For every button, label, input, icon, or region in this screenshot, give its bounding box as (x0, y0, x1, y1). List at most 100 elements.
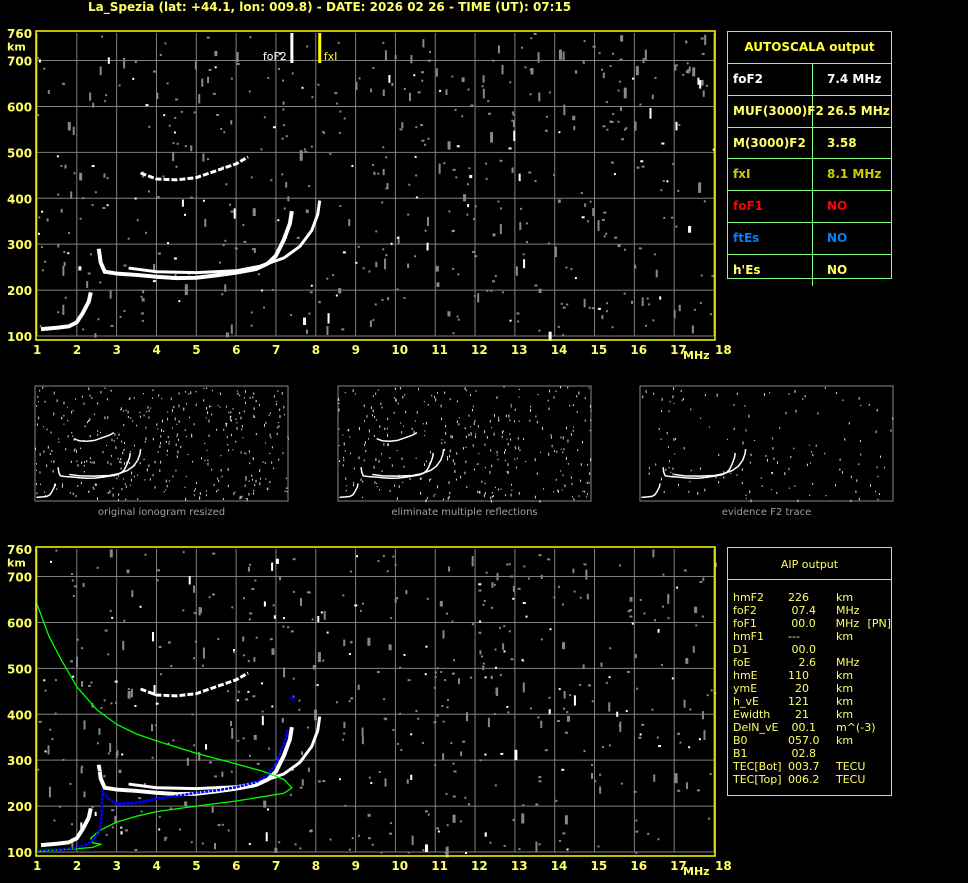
noise-dot (242, 737, 245, 740)
noise-dot (505, 414, 507, 418)
noise-dot (189, 416, 191, 419)
noise-dot (487, 100, 490, 103)
noise-dot (437, 830, 440, 833)
noise-dot (169, 807, 172, 810)
plot-area: ++ (35, 546, 717, 858)
noise-dot (411, 427, 413, 430)
noise-dot (548, 709, 551, 715)
noise-dot (452, 814, 456, 823)
noise-dot (583, 298, 586, 308)
noise-dot (221, 823, 224, 826)
noise-dot (81, 647, 84, 650)
noise-dot (372, 66, 375, 69)
noise-dot (239, 394, 241, 397)
x-tick-label: 18 (715, 343, 732, 357)
noise-dot (484, 753, 487, 756)
noise-dot (123, 57, 126, 69)
noise-dot (496, 573, 499, 581)
noise-dot (124, 483, 126, 485)
noise-dot (471, 623, 474, 626)
noise-dot (403, 297, 406, 300)
noise-dot (625, 710, 628, 713)
noise-dot (39, 389, 41, 392)
noise-dot (83, 791, 86, 798)
noise-dot (400, 748, 403, 751)
noise-dot (817, 412, 819, 415)
noise-dot (461, 115, 464, 118)
noise-dot (277, 390, 279, 392)
noise-dot (353, 467, 355, 470)
noise-dot (387, 297, 390, 301)
noise-dot (192, 460, 194, 463)
noise-dot (410, 54, 413, 64)
noise-dot (683, 699, 686, 708)
noise-dot (583, 40, 586, 43)
noise-dot (492, 59, 495, 62)
noise-dot (160, 460, 162, 464)
noise-dot (477, 463, 479, 465)
noise-dot (716, 393, 718, 397)
noise-dot (686, 62, 689, 65)
noise-dot (140, 295, 143, 298)
noise-dot (72, 492, 74, 496)
noise-dot (57, 243, 60, 248)
noise-dot (306, 591, 310, 594)
noise-dot (81, 765, 84, 768)
noise-dot (439, 89, 442, 92)
noise-dot (458, 417, 460, 419)
noise-dot (231, 419, 233, 422)
noise-dot (244, 452, 246, 454)
y-tick-label: 200 (7, 284, 32, 298)
noise-dot (222, 244, 225, 247)
noise-dot (502, 643, 505, 650)
noise-dot (560, 436, 562, 439)
noise-dot (458, 423, 460, 426)
aip-cell: hmE (733, 669, 758, 682)
noise-dot (150, 407, 152, 409)
noise-dot (363, 459, 365, 462)
noise-dot (520, 207, 523, 210)
noise-dot (348, 219, 351, 227)
noise-dot (294, 843, 297, 846)
noise-dot (403, 653, 406, 656)
noise-dot (435, 265, 439, 272)
noise-dot (403, 465, 405, 468)
noise-dot (86, 460, 88, 463)
noise-dot (86, 281, 89, 288)
thumbnail-3 (639, 385, 894, 503)
noise-dot (564, 815, 568, 825)
noise-dot (153, 685, 156, 696)
noise-dot (35, 483, 37, 486)
aip-cell: TECU (836, 760, 866, 773)
noise-dot (478, 631, 482, 634)
noise-dot (699, 580, 703, 583)
noise-dot (456, 420, 458, 424)
noise-dot (70, 460, 72, 463)
noise-dot (561, 489, 563, 491)
noise-dot (655, 269, 658, 278)
noise-dot (603, 211, 607, 214)
noise-dot (104, 629, 108, 632)
noise-dot (218, 261, 221, 264)
noise-dot (668, 460, 670, 463)
thumbnail-frame (337, 385, 592, 502)
noise-dot (202, 153, 205, 162)
noise-dot (368, 776, 371, 779)
noise-dot (436, 667, 439, 670)
noise-dot (364, 420, 366, 422)
noise-dot (605, 310, 608, 313)
autoscala-row: MUF(3000)F2 26.5 MHz (728, 95, 891, 128)
noise-dot (609, 647, 612, 650)
noise-dot (858, 463, 860, 466)
noise-dot (400, 422, 402, 424)
noise-dot (401, 457, 403, 460)
noise-dot (301, 751, 304, 756)
noise-dot (356, 555, 359, 558)
noise-dot (148, 416, 150, 419)
noise-dot (43, 67, 46, 70)
noise-dot (351, 837, 354, 840)
noise-dot (682, 73, 685, 76)
noise-dot (97, 430, 99, 432)
noise-dot (134, 197, 137, 200)
